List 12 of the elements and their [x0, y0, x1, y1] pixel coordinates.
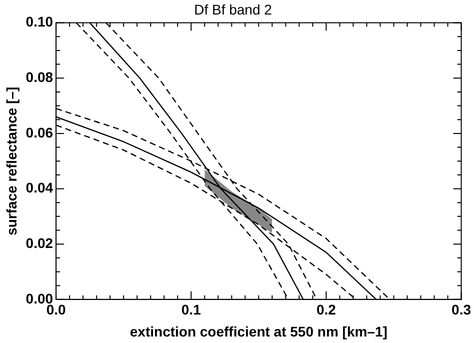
x-tick-label: 0.2	[316, 302, 336, 318]
y-tick-label: 0.00	[26, 290, 54, 306]
y-tick-label: 0.08	[26, 68, 54, 85]
x-axis-title: extinction coefficient at 550 nm [km–1]	[130, 323, 388, 340]
y-tick-label: 0.02	[26, 234, 54, 251]
y-tick-label: 0.10	[26, 14, 54, 30]
y-tick-label: 0.06	[26, 124, 54, 140]
x-tick-label: 0.1	[181, 302, 202, 318]
x-tick-label: 0.3	[452, 302, 472, 318]
chart-title: Df Bf band 2	[194, 1, 272, 18]
y-axis-title: surface reflectance [–]	[3, 86, 20, 236]
y-tick-label: 0.04	[26, 180, 54, 196]
